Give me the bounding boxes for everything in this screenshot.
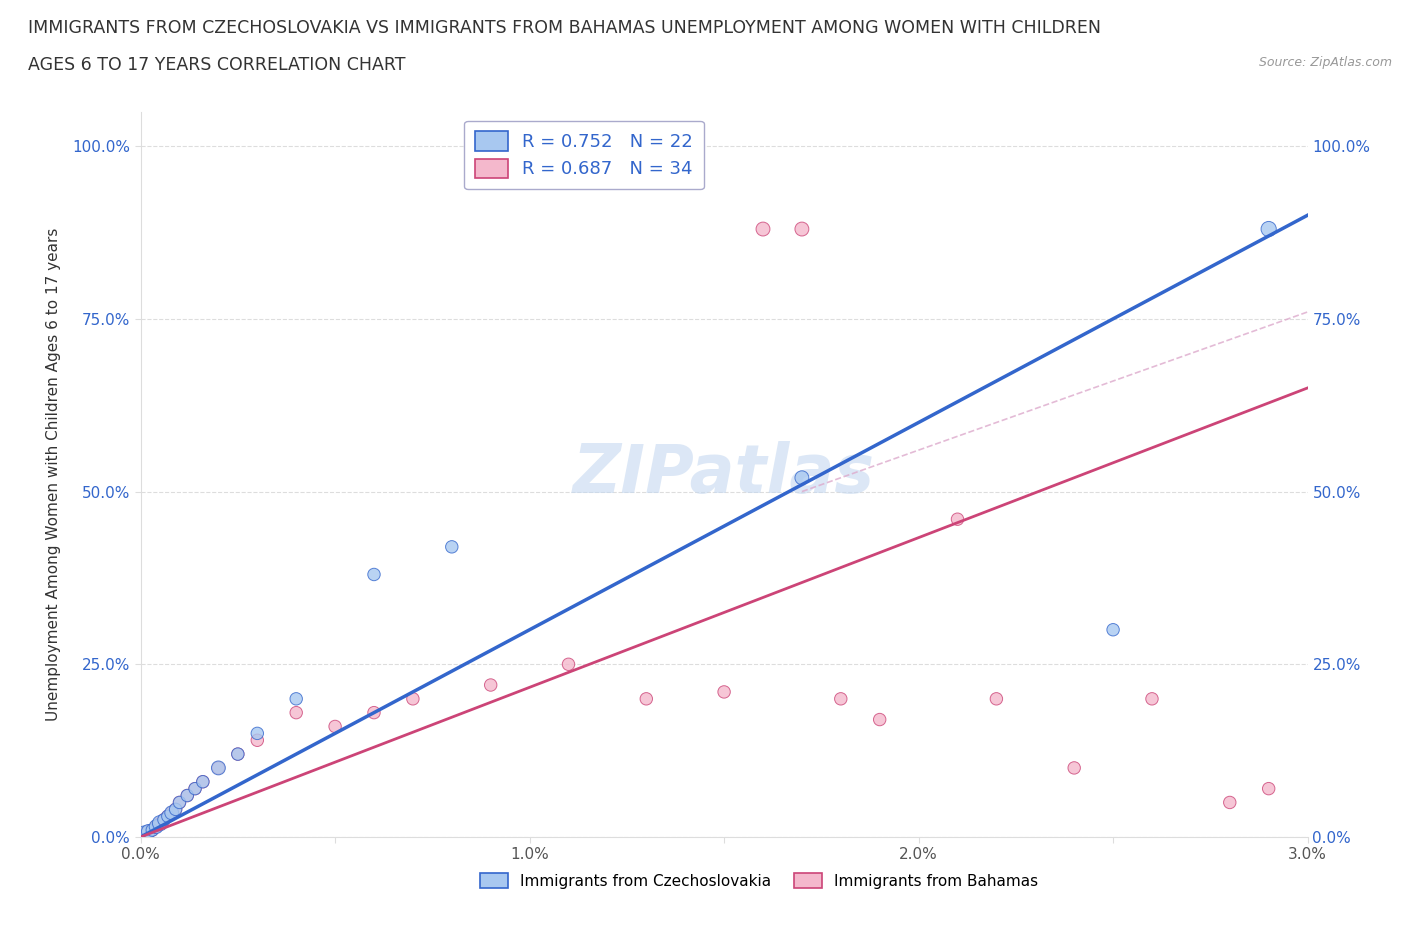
Point [176,788,198,803]
Point [191,775,214,790]
Point [138,824,160,839]
Point [160,805,183,820]
Point [1219,795,1241,810]
Point [176,788,198,803]
Point [134,826,156,841]
Legend: Immigrants from Czechoslovakia, Immigrants from Bahamas: Immigrants from Czechoslovakia, Immigran… [474,867,1045,895]
Point [191,775,214,790]
Point [184,781,207,796]
Point [713,684,735,699]
Point [790,471,813,485]
Point [207,761,229,776]
Point [134,826,156,841]
Point [149,816,172,830]
Point [160,805,183,820]
Point [285,691,308,706]
Point [830,691,852,706]
Point [557,657,579,671]
Text: IMMIGRANTS FROM CZECHOSLOVAKIA VS IMMIGRANTS FROM BAHAMAS UNEMPLOYMENT AMONG WOM: IMMIGRANTS FROM CZECHOSLOVAKIA VS IMMIGR… [28,19,1101,36]
Text: AGES 6 TO 17 YEARS CORRELATION CHART: AGES 6 TO 17 YEARS CORRELATION CHART [28,56,405,73]
Point [141,823,163,838]
Point [153,812,176,827]
Point [145,819,167,834]
Point [145,819,167,834]
Point [169,795,191,810]
Point [226,747,249,762]
Point [440,539,463,554]
Point [169,795,191,810]
Point [946,512,969,526]
Point [246,726,269,741]
Point [752,221,775,236]
Point [165,802,187,817]
Point [479,678,502,693]
Point [1063,761,1085,776]
Point [138,824,160,839]
Point [363,705,385,720]
Point [636,691,658,706]
Point [285,705,308,720]
Point [153,812,176,827]
Point [1102,622,1125,637]
Point [323,719,346,734]
Point [184,781,207,796]
Point [402,691,425,706]
Point [226,747,249,762]
Point [1140,691,1163,706]
Text: Source: ZipAtlas.com: Source: ZipAtlas.com [1258,56,1392,69]
Point [156,809,179,824]
Point [141,823,163,838]
Point [790,221,813,236]
Point [1257,781,1279,796]
Point [207,761,229,776]
Y-axis label: Unemployment Among Women with Children Ages 6 to 17 years: Unemployment Among Women with Children A… [46,228,60,721]
Text: ZIPatlas: ZIPatlas [574,442,875,507]
Point [156,809,179,824]
Point [1257,221,1279,236]
Point [986,691,1008,706]
Point [149,816,172,830]
Point [363,567,385,582]
Point [869,712,891,727]
Point [165,802,187,817]
Point [246,733,269,748]
